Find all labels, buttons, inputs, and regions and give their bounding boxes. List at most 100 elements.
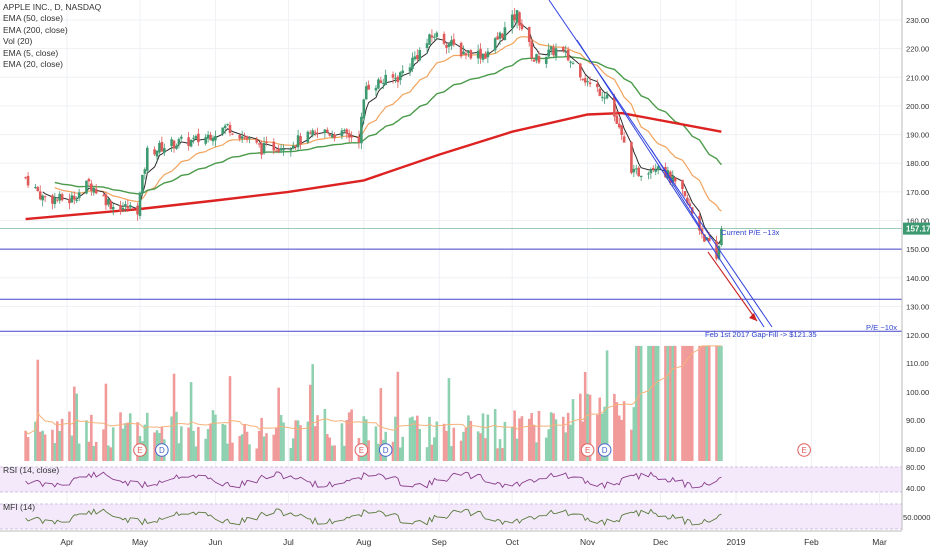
volume-bar	[688, 345, 692, 461]
volume-bar	[206, 428, 210, 461]
price-tick-label: 140.00	[906, 274, 929, 283]
volume-bar	[109, 447, 113, 461]
volume-bar	[243, 423, 246, 461]
time-tick-label: Apr	[60, 537, 73, 547]
volume-bar	[192, 430, 195, 461]
marker-circle	[354, 443, 369, 457]
candle-body	[547, 49, 550, 57]
candle-body	[425, 43, 429, 49]
volume-bar	[596, 414, 599, 461]
candle-body	[391, 74, 395, 78]
volume-bar	[143, 424, 147, 461]
volume-bar	[408, 417, 412, 461]
volume-bar	[416, 415, 419, 461]
volume-bar	[481, 413, 485, 461]
candle-body	[306, 131, 310, 143]
candle-body	[262, 142, 266, 154]
candle-body	[265, 141, 268, 144]
volume-bar	[175, 411, 178, 461]
volume-tick-label: 100.00	[906, 388, 929, 397]
volume-bar	[394, 416, 397, 461]
candle-body	[36, 187, 40, 192]
annotation-current-pe: Current P/E ~13x	[721, 228, 780, 237]
volume-bar	[634, 345, 638, 461]
candle-body	[564, 51, 568, 53]
marker-label: D	[383, 446, 389, 455]
price-tick-label: 130.00	[906, 302, 929, 311]
candle-body	[177, 139, 181, 145]
volume-bar	[566, 412, 570, 461]
legend-ema20[interactable]: EMA (20, close)	[3, 59, 63, 70]
candle-body	[111, 206, 115, 210]
volume-bar	[707, 345, 711, 461]
price-tick-label: 170.00	[906, 188, 929, 197]
volume-bar	[498, 439, 502, 461]
volume-bar	[703, 345, 706, 461]
volume-bar	[666, 345, 670, 461]
volume-bar	[484, 438, 487, 461]
volume-bar	[72, 386, 76, 461]
candle-body	[90, 183, 93, 191]
candle-body	[450, 40, 453, 46]
volume-bar	[698, 345, 701, 461]
candle-body	[686, 197, 689, 204]
candle-body	[248, 137, 251, 139]
candle-body	[717, 246, 721, 259]
candle-body	[357, 136, 361, 143]
volume-bar	[209, 423, 212, 461]
time-tick-label: Oct	[506, 537, 520, 547]
volume-bar	[398, 447, 402, 461]
marker-label: E	[801, 446, 806, 455]
candle-body	[720, 228, 723, 246]
volume-bar	[649, 345, 653, 461]
candle-body	[418, 50, 422, 61]
legend-volume[interactable]: Vol (20)	[3, 36, 33, 47]
volume-bar	[425, 447, 429, 461]
volume-bar	[323, 408, 327, 461]
earnings-marker: E	[354, 443, 369, 457]
candle-body	[34, 187, 37, 189]
volume-bar	[231, 442, 234, 461]
volume-bar	[128, 413, 132, 461]
volume-bar	[379, 388, 383, 461]
candle-body	[445, 45, 448, 48]
rsi-pane: RSI (14, close)	[0, 465, 902, 493]
volume-bar	[547, 429, 550, 461]
candle-body	[282, 149, 285, 151]
volume-bar	[145, 412, 149, 461]
candle-body	[671, 176, 675, 183]
candle-body	[681, 179, 684, 190]
volume-bar	[260, 417, 263, 461]
horizontal-levels	[0, 228, 902, 332]
legend-ema200[interactable]: EMA (200, close)	[3, 24, 68, 35]
candle-body	[433, 36, 436, 38]
candle-body	[172, 140, 176, 149]
volume-bar	[391, 441, 395, 461]
candle-body	[323, 129, 327, 133]
candle-body	[464, 53, 468, 56]
candle-body	[58, 193, 62, 201]
candle-body	[243, 137, 246, 139]
volume-bar	[683, 345, 687, 461]
marker-circle	[155, 443, 169, 457]
candle-body	[187, 137, 190, 146]
volume-bar	[442, 423, 446, 461]
volume-bar	[102, 429, 105, 461]
volume-bar	[53, 443, 57, 461]
legend-ema5[interactable]: EMA (5, close)	[3, 47, 59, 58]
volume-bar	[652, 345, 655, 461]
volume-bar	[654, 345, 658, 461]
candle-body	[72, 195, 76, 200]
time-tick-label: Aug	[356, 537, 371, 547]
marker-circle	[378, 443, 393, 457]
volume-bar	[530, 413, 533, 461]
candle-body	[277, 148, 280, 152]
candle-body	[581, 78, 585, 80]
volume-bar	[620, 419, 623, 461]
candle-body	[703, 234, 706, 242]
candle-body	[87, 178, 91, 182]
candle-body	[26, 175, 30, 186]
legend-ema50[interactable]: EMA (50, close)	[3, 13, 63, 24]
volume-bar	[503, 421, 507, 461]
